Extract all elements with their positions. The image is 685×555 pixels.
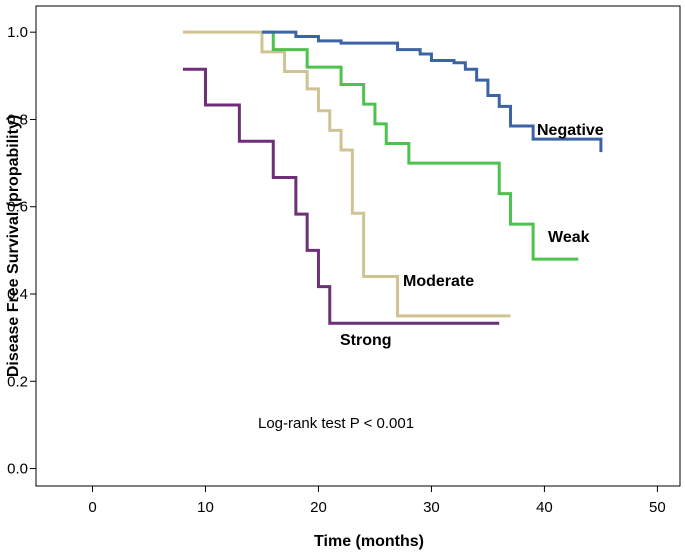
- series-line-moderate: [182, 30, 511, 318]
- y-tick-label: 0.4: [7, 286, 28, 303]
- x-tick-label: 10: [197, 499, 214, 516]
- y-axis-title: Disease Free Survival (propability): [5, 115, 22, 377]
- series-lines: [182, 30, 603, 325]
- logrank-annotation: Log-rank test P < 0.001: [258, 415, 414, 432]
- y-tick-label: 0.8: [7, 111, 28, 128]
- x-tick-label: 30: [423, 499, 440, 516]
- series-label-weak: Weak: [548, 229, 590, 246]
- x-tick-label: 20: [310, 499, 327, 516]
- x-tick-label: 40: [536, 499, 553, 516]
- y-tick-label: 0.0: [7, 461, 28, 478]
- y-tick-label: 1.0: [7, 24, 28, 41]
- y-tick-label: 0.6: [7, 199, 28, 216]
- series-line-strong: [182, 67, 500, 325]
- x-tick-label: 50: [649, 499, 666, 516]
- axis-ticks: 0 10 20 30 40 50 0.0 0.2 0.4 0.6 0.8 1.0: [7, 24, 666, 516]
- series-label-negative: Negative: [537, 122, 604, 139]
- y-tick-label: 0.2: [7, 373, 28, 390]
- series-label-moderate: Moderate: [403, 273, 474, 290]
- series-label-strong: Strong: [340, 332, 392, 349]
- x-axis-title: Time (months): [314, 533, 424, 550]
- series-line-weak: [261, 30, 579, 261]
- x-tick-label: 0: [88, 499, 96, 516]
- plot-frame: [35, 5, 681, 487]
- series-line-negative: [261, 30, 603, 153]
